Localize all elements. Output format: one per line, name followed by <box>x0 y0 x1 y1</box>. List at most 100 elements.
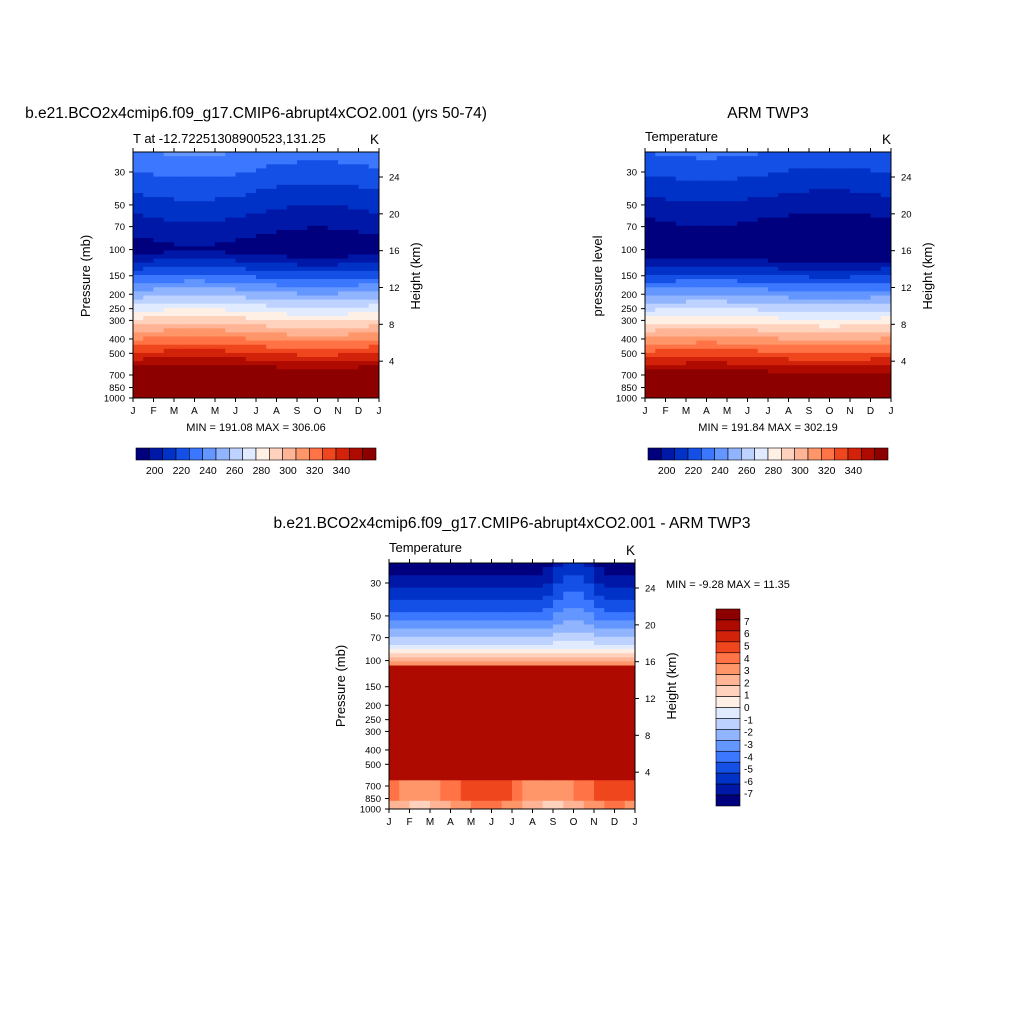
contour-cell <box>338 365 349 370</box>
colorbar-label: -5 <box>744 765 753 776</box>
contour-cell <box>338 357 349 362</box>
contour-cell <box>133 172 144 178</box>
contour-cell <box>266 266 278 272</box>
colorbar-swatch <box>715 794 741 807</box>
contour-cell <box>297 176 308 182</box>
contour-cell <box>594 583 605 589</box>
contour-cell <box>798 369 810 374</box>
contour-cell <box>655 283 667 288</box>
contour-cell <box>542 649 554 654</box>
contour-cell <box>747 385 759 391</box>
contour-cell <box>737 217 749 223</box>
contour-cell <box>563 595 575 601</box>
contour-cell <box>757 152 769 157</box>
contour-cell <box>665 250 677 256</box>
contour-cell <box>430 800 441 806</box>
contour-cell <box>809 307 820 313</box>
x-tick-label: N <box>846 406 853 417</box>
contour-cell <box>727 184 738 190</box>
contour-cell <box>419 780 431 785</box>
contour-cell <box>286 168 298 174</box>
contour-cell <box>245 291 257 297</box>
contour-cell <box>317 225 329 231</box>
contour-cell <box>348 291 360 297</box>
contour-cell <box>829 201 841 206</box>
contour-cell <box>727 213 738 219</box>
contour-cell <box>419 788 431 794</box>
contour-cell <box>348 250 360 256</box>
contour-cell <box>727 316 738 321</box>
contour-cell <box>450 780 462 785</box>
contour-cell <box>235 246 247 251</box>
contour-cell <box>880 242 891 247</box>
contour-cell <box>194 229 206 235</box>
contour-cell <box>614 608 626 613</box>
contour-cell <box>491 608 503 613</box>
contour-cell <box>430 776 441 781</box>
contour-cell <box>143 176 155 182</box>
contour-cell <box>542 792 554 798</box>
contour-cell <box>665 238 677 243</box>
contour-cell <box>573 694 585 699</box>
contour-cell <box>747 184 759 190</box>
contour-cell <box>522 792 534 798</box>
contour-cell <box>286 348 298 354</box>
contour-cell <box>747 221 759 227</box>
contour-cell <box>307 242 319 247</box>
contour-cell <box>757 365 769 370</box>
contour-cell <box>143 295 155 301</box>
contour-cell <box>266 332 278 338</box>
contour-cell <box>512 702 523 708</box>
contour-cell <box>348 217 360 223</box>
contour-cell <box>163 344 175 350</box>
contour-cell <box>297 184 308 190</box>
contour-cell <box>276 393 288 398</box>
contour-cell <box>870 193 882 198</box>
contour-cell <box>327 164 339 169</box>
contour-cell <box>512 743 523 749</box>
contour-cell <box>430 731 441 736</box>
contour-cell <box>143 377 155 383</box>
contour-cell <box>665 176 677 182</box>
contour-cell <box>686 381 697 387</box>
contour-cell <box>686 299 697 305</box>
contour-cell <box>645 180 656 186</box>
contour-cell <box>194 217 206 223</box>
contour-cell <box>768 254 779 260</box>
contour-cell <box>389 661 400 667</box>
contour-cell <box>338 262 349 268</box>
contour-cell <box>481 772 493 777</box>
contour-cell <box>297 221 308 227</box>
contour-cell <box>614 563 626 568</box>
contour-cell <box>706 168 718 174</box>
contour-cell <box>286 357 298 362</box>
contour-cell <box>368 221 379 227</box>
contour-cell <box>491 604 503 609</box>
contour-cell <box>225 266 237 272</box>
contour-cell <box>338 238 349 243</box>
contour-cell <box>880 160 891 165</box>
contour-cell <box>460 616 472 621</box>
contour-cell <box>747 348 759 354</box>
contour-cell <box>153 221 165 227</box>
contour-cell <box>573 575 585 580</box>
contour-cell <box>665 201 677 206</box>
contour-cell <box>153 348 165 354</box>
colorbar-swatch <box>189 447 203 461</box>
contour-cell <box>430 563 441 568</box>
contour-cell <box>809 246 820 251</box>
contour-cell <box>153 250 165 256</box>
contour-cell <box>143 262 155 268</box>
stats-label: MIN = -9.28 MAX = 11.35 <box>666 579 790 591</box>
chart-title: b.e21.BCO2x4cmip6.f09_g17.CMIP6-abrupt4x… <box>25 105 487 122</box>
contour-cell <box>716 377 728 383</box>
contour-cell <box>194 279 206 284</box>
contour-cell <box>645 393 656 398</box>
contour-cell <box>778 275 790 280</box>
contour-cell <box>696 381 708 387</box>
contour-cell <box>133 205 144 210</box>
contour-cell <box>481 751 493 757</box>
contour-cell <box>276 328 288 333</box>
contour-cell <box>809 168 820 174</box>
contour-cell <box>153 303 165 309</box>
